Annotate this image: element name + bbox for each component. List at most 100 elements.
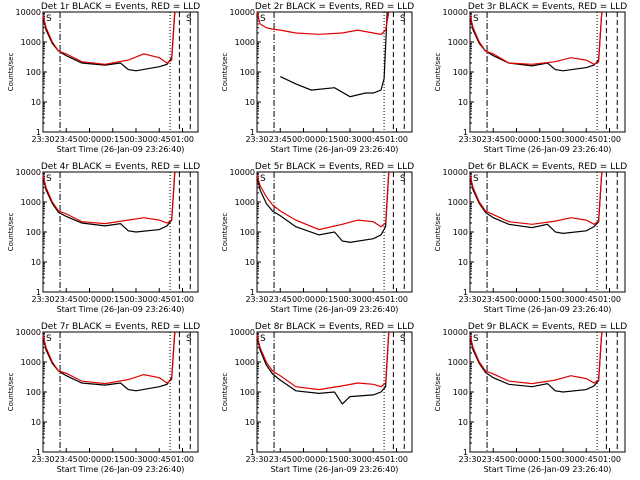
chart-panel-7: Det 7r BLACK = Events, RED = LLD 1 10 100 10… (7, 322, 200, 474)
y-tick-label: 1000 (235, 198, 255, 207)
corner-label: S (473, 174, 479, 184)
x-tick-label: 00:00 (292, 135, 315, 144)
chart-title: Det 9r BLACK = Events, RED = LLD (468, 322, 627, 332)
series-line-events (256, 171, 390, 244)
y-axis-label: Counts/sec (434, 53, 442, 92)
x-tick-label: 23:45 (269, 135, 292, 144)
x-tick-label: 00:15 (101, 455, 124, 464)
chart-panel-1: Det 1r BLACK = Events, RED = LLD 1 10 100 10… (7, 2, 200, 154)
corner-label: S (260, 174, 266, 184)
corner-label: S (400, 334, 406, 344)
corner-label: S (260, 334, 266, 344)
x-axis-label: Start Time (26-Jan-09 23:26:40) (484, 465, 612, 474)
corner-label: S (473, 334, 479, 344)
y-tick-label: 1000 (448, 198, 468, 207)
x-tick-label: 01:00 (171, 295, 194, 304)
x-tick-label: 23:30 (31, 135, 54, 144)
plot-frame (42, 11, 199, 133)
chart-panel-8: Det 8r BLACK = Events, RED = LLD 1 10 100 10… (221, 322, 414, 474)
y-tick-label: 10000 (443, 8, 468, 17)
x-tick-label: 00:00 (505, 295, 528, 304)
chart-title: Det 2r BLACK = Events, RED = LLD (255, 2, 414, 12)
y-tick-label: 10 (458, 258, 468, 267)
y-tick-label: 1000 (21, 198, 41, 207)
x-tick-label: 00:00 (78, 135, 101, 144)
y-tick-label: 1 (250, 288, 255, 297)
x-tick-label: 00:30 (124, 135, 147, 144)
y-tick-label: 10000 (443, 328, 468, 337)
x-tick-label: 00:30 (338, 455, 361, 464)
x-tick-label: 00:45 (362, 295, 385, 304)
series-line-events (42, 171, 176, 233)
x-tick-label: 00:15 (315, 295, 338, 304)
series-line-lld (469, 11, 603, 65)
x-tick-label: 00:00 (292, 455, 315, 464)
x-tick-label: 00:45 (148, 295, 171, 304)
x-tick-label: 00:15 (101, 135, 124, 144)
x-tick-label: 00:30 (338, 295, 361, 304)
x-tick-label: 23:30 (458, 135, 481, 144)
y-tick-label: 10000 (230, 328, 255, 337)
x-tick-label: 23:30 (31, 295, 54, 304)
x-tick-label: 01:00 (385, 455, 408, 464)
x-axis-label: Start Time (26-Jan-09 23:26:40) (271, 305, 399, 314)
plot-frame (469, 171, 626, 293)
series-line-lld (256, 171, 390, 231)
x-tick-label: 23:30 (245, 295, 268, 304)
series-line-lld (469, 171, 603, 226)
y-tick-label: 10000 (230, 168, 255, 177)
x-tick-label: 00:00 (78, 455, 101, 464)
x-tick-label: 01:00 (385, 295, 408, 304)
corner-label: S (400, 14, 406, 24)
y-tick-label: 100 (240, 388, 255, 397)
chart-title: Det 3r BLACK = Events, RED = LLD (468, 2, 627, 12)
series-line-events (469, 11, 603, 72)
x-tick-label: 00:00 (505, 135, 528, 144)
plot-frame (42, 331, 199, 453)
plot-frame (469, 331, 626, 453)
y-tick-label: 100 (240, 68, 255, 77)
x-tick-label: 00:45 (575, 135, 598, 144)
x-tick-label: 00:45 (362, 455, 385, 464)
x-tick-label: 23:45 (269, 455, 292, 464)
y-tick-label: 10 (31, 258, 41, 267)
x-tick-label: 00:15 (528, 295, 551, 304)
series-line-lld (256, 331, 390, 391)
x-axis-label: Start Time (26-Jan-09 23:26:40) (57, 465, 185, 474)
chart-panel-4: Det 4r BLACK = Events, RED = LLD 1 10 100 10… (7, 162, 200, 314)
y-tick-label: 10000 (16, 168, 41, 177)
y-tick-label: 1 (463, 448, 468, 457)
x-tick-label: 00:30 (551, 295, 574, 304)
x-tick-label: 23:45 (482, 455, 505, 464)
x-axis-label: Start Time (26-Jan-09 23:26:40) (271, 145, 399, 154)
corner-label: S (46, 174, 52, 184)
y-tick-label: 10 (458, 418, 468, 427)
x-axis-label: Start Time (26-Jan-09 23:26:40) (57, 145, 185, 154)
x-tick-label: 00:45 (575, 295, 598, 304)
y-tick-label: 1000 (448, 358, 468, 367)
y-tick-label: 100 (453, 68, 468, 77)
x-tick-label: 00:30 (338, 135, 361, 144)
x-tick-label: 00:30 (124, 295, 147, 304)
x-tick-label: 00:15 (315, 455, 338, 464)
corner-label: S (186, 14, 192, 24)
x-tick-label: 23:45 (55, 135, 78, 144)
corner-label: S (46, 14, 52, 24)
x-axis-label: Start Time (26-Jan-09 23:26:40) (484, 145, 612, 154)
y-tick-label: 100 (26, 388, 41, 397)
y-tick-label: 1 (36, 128, 41, 137)
series-line-events (42, 11, 176, 72)
y-tick-label: 10 (31, 418, 41, 427)
series-line-events (469, 171, 603, 235)
x-axis-label: Start Time (26-Jan-09 23:26:40) (484, 305, 612, 314)
x-axis-label: Start Time (26-Jan-09 23:26:40) (271, 465, 399, 474)
x-tick-label: 23:45 (269, 295, 292, 304)
chart-title: Det 8r BLACK = Events, RED = LLD (255, 322, 414, 332)
y-tick-label: 100 (453, 388, 468, 397)
x-tick-label: 01:00 (385, 135, 408, 144)
y-tick-label: 1000 (21, 38, 41, 47)
x-tick-label: 00:15 (528, 455, 551, 464)
series-line-lld (42, 331, 176, 385)
y-tick-label: 10 (458, 98, 468, 107)
corner-label: S (473, 14, 479, 24)
